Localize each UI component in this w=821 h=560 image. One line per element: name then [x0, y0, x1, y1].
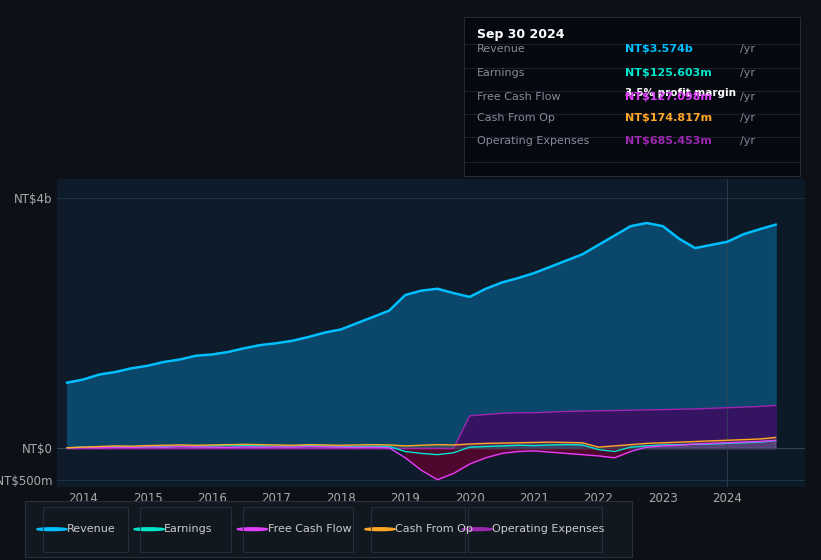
- Circle shape: [37, 528, 67, 531]
- Text: NT$125.603m: NT$125.603m: [626, 68, 712, 78]
- Circle shape: [237, 528, 268, 531]
- Bar: [727, 179, 805, 487]
- Text: Revenue: Revenue: [67, 524, 116, 534]
- Text: Earnings: Earnings: [477, 68, 525, 78]
- Text: Free Cash Flow: Free Cash Flow: [268, 524, 351, 534]
- Text: /yr: /yr: [740, 44, 754, 54]
- Text: Operating Expenses: Operating Expenses: [493, 524, 605, 534]
- Text: Revenue: Revenue: [477, 44, 526, 54]
- Text: /yr: /yr: [740, 68, 754, 78]
- Circle shape: [365, 528, 395, 531]
- Text: NT$174.817m: NT$174.817m: [626, 113, 713, 123]
- Text: Cash From Op: Cash From Op: [477, 113, 555, 123]
- Text: /yr: /yr: [740, 113, 754, 123]
- Text: NT$127.098m: NT$127.098m: [626, 92, 713, 101]
- Text: /yr: /yr: [740, 136, 754, 146]
- Circle shape: [462, 528, 493, 531]
- Circle shape: [134, 528, 164, 531]
- Text: NT$3.574b: NT$3.574b: [626, 44, 693, 54]
- Text: Operating Expenses: Operating Expenses: [477, 136, 589, 146]
- Text: Earnings: Earnings: [164, 524, 213, 534]
- Text: Sep 30 2024: Sep 30 2024: [477, 28, 565, 41]
- Text: Free Cash Flow: Free Cash Flow: [477, 92, 561, 101]
- Text: 3.5% profit margin: 3.5% profit margin: [626, 87, 736, 97]
- Text: Cash From Op: Cash From Op: [395, 524, 473, 534]
- Text: /yr: /yr: [740, 92, 754, 101]
- Text: NT$685.453m: NT$685.453m: [626, 136, 713, 146]
